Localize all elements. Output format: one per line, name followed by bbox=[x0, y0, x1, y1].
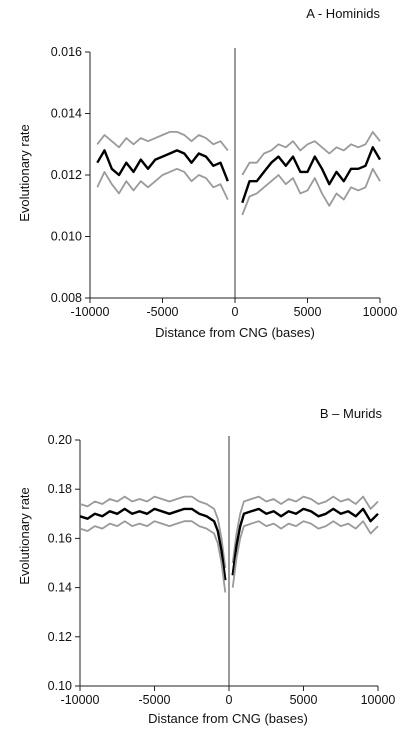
x-axis-label: Distance from CNG (bases) bbox=[148, 711, 308, 726]
y-tick-label: 0.18 bbox=[48, 482, 72, 496]
series-line-upper-right bbox=[231, 495, 379, 564]
x-tick-label: -5000 bbox=[139, 693, 171, 707]
x-tick-label: 0 bbox=[226, 693, 233, 707]
y-axis-label: Evolutionary rate bbox=[17, 487, 32, 585]
chart-panel-hominids: A - Hominids Evolutionary rate Distance … bbox=[17, 6, 397, 340]
x-tick-label: 5000 bbox=[294, 305, 322, 319]
x-tick-label: 10000 bbox=[361, 693, 396, 707]
chart-title: B – Murids bbox=[320, 406, 383, 421]
y-tick-label: 0.010 bbox=[51, 230, 82, 244]
y-tick-label: 0.20 bbox=[48, 433, 72, 447]
chart-title: A - Hominids bbox=[306, 6, 380, 21]
y-axis-label: Evolutionary rate bbox=[17, 124, 32, 222]
x-axis-label: Distance from CNG (bases) bbox=[155, 325, 315, 340]
x-tick-label: 0 bbox=[232, 305, 239, 319]
y-tick-label: 0.16 bbox=[48, 531, 72, 545]
y-tick-label: 0.14 bbox=[48, 581, 72, 595]
series-line-mean-right bbox=[241, 146, 382, 204]
series-line-lower-left bbox=[96, 167, 229, 200]
series-line-mean-left bbox=[96, 149, 229, 182]
x-tick-label: 5000 bbox=[290, 693, 318, 707]
y-tick-label: 0.016 bbox=[51, 45, 82, 59]
series-line-upper-left bbox=[96, 130, 229, 151]
x-tick-label: -10000 bbox=[71, 305, 110, 319]
x-tick-label: -10000 bbox=[61, 693, 100, 707]
y-tick-label: 0.014 bbox=[51, 107, 82, 121]
series-line-upper-left bbox=[79, 495, 227, 569]
series-line-lower-right bbox=[231, 520, 379, 588]
y-tick-label: 0.012 bbox=[51, 168, 82, 182]
series-line-mean-right bbox=[231, 507, 379, 576]
series-line-lower-left bbox=[79, 520, 227, 593]
series-line-lower-right bbox=[241, 167, 381, 216]
y-tick-label: 0.10 bbox=[48, 679, 72, 693]
chart-panel-murids: B – Murids Evolutionary rate Distance fr… bbox=[17, 406, 395, 726]
y-tick-label: 0.12 bbox=[48, 630, 72, 644]
x-tick-label: -5000 bbox=[147, 305, 179, 319]
series-line-mean-left bbox=[79, 507, 227, 581]
y-tick-label: 0.008 bbox=[51, 291, 82, 305]
x-tick-label: 10000 bbox=[363, 305, 398, 319]
series-line-upper-right bbox=[241, 130, 381, 176]
